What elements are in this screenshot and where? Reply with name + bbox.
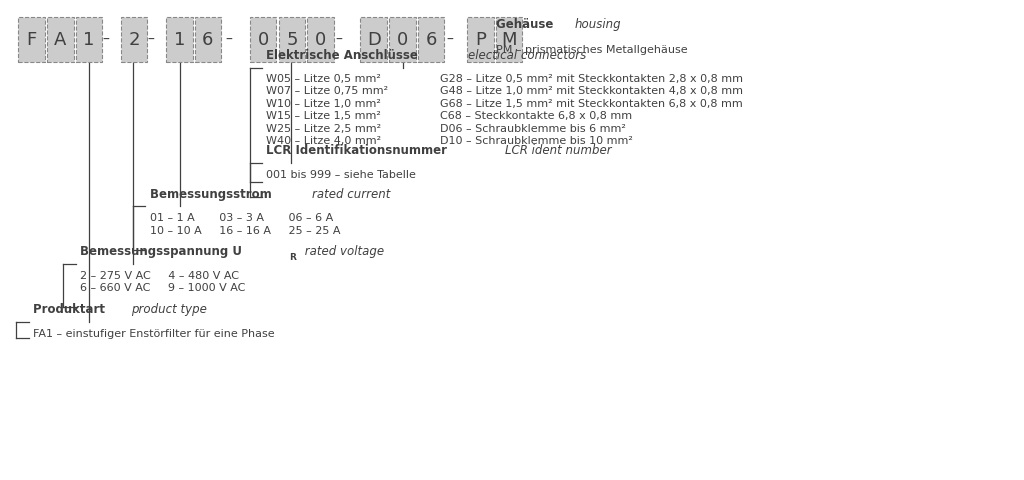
Text: 0: 0 bbox=[258, 31, 268, 48]
FancyBboxPatch shape bbox=[307, 17, 334, 62]
FancyBboxPatch shape bbox=[18, 17, 45, 62]
Text: rated current: rated current bbox=[312, 188, 390, 201]
Text: M: M bbox=[501, 31, 517, 48]
Text: W07 – Litze 0,75 mm²: W07 – Litze 0,75 mm² bbox=[266, 86, 388, 96]
Text: W05 – Litze 0,5 mm²: W05 – Litze 0,5 mm² bbox=[266, 74, 381, 84]
Text: 0: 0 bbox=[397, 31, 408, 48]
FancyBboxPatch shape bbox=[467, 17, 494, 62]
Text: 01 – 1 A       03 – 3 A       06 – 6 A: 01 – 1 A 03 – 3 A 06 – 6 A bbox=[150, 214, 333, 223]
Text: 2 – 275 V AC     4 – 480 V AC: 2 – 275 V AC 4 – 480 V AC bbox=[80, 271, 239, 281]
Text: rated voltage: rated voltage bbox=[301, 245, 384, 258]
Text: –: – bbox=[102, 33, 109, 47]
Text: 6: 6 bbox=[425, 31, 437, 48]
FancyBboxPatch shape bbox=[418, 17, 444, 62]
Text: 1: 1 bbox=[83, 31, 95, 48]
Text: Bemessungsspannung U: Bemessungsspannung U bbox=[80, 245, 242, 258]
Text: –: – bbox=[225, 33, 231, 47]
FancyBboxPatch shape bbox=[166, 17, 193, 62]
Text: LCR ident number: LCR ident number bbox=[505, 144, 611, 157]
FancyBboxPatch shape bbox=[360, 17, 387, 62]
Text: PM – prismatisches Metallgehäuse: PM – prismatisches Metallgehäuse bbox=[496, 46, 687, 55]
FancyBboxPatch shape bbox=[389, 17, 416, 62]
FancyBboxPatch shape bbox=[496, 17, 522, 62]
Text: P: P bbox=[475, 31, 485, 48]
Text: Elektrische Anschlüsse: Elektrische Anschlüsse bbox=[266, 49, 422, 62]
FancyBboxPatch shape bbox=[47, 17, 74, 62]
Text: 6: 6 bbox=[202, 31, 214, 48]
Text: D: D bbox=[367, 31, 381, 48]
Text: 2: 2 bbox=[128, 31, 140, 48]
Text: R: R bbox=[289, 253, 296, 262]
Text: 1: 1 bbox=[173, 31, 185, 48]
Text: –: – bbox=[446, 33, 453, 47]
FancyBboxPatch shape bbox=[121, 17, 147, 62]
Text: Bemessungsstrom: Bemessungsstrom bbox=[150, 188, 275, 201]
Text: W25 – Litze 2,5 mm²: W25 – Litze 2,5 mm² bbox=[266, 124, 381, 133]
Text: electical connectors: electical connectors bbox=[468, 49, 586, 62]
Text: 10 – 10 A     16 – 16 A     25 – 25 A: 10 – 10 A 16 – 16 A 25 – 25 A bbox=[150, 226, 340, 236]
Text: W10 – Litze 1,0 mm²: W10 – Litze 1,0 mm² bbox=[266, 99, 381, 108]
Text: D10 – Schraubklemme bis 10 mm²: D10 – Schraubklemme bis 10 mm² bbox=[440, 136, 633, 146]
Text: 5: 5 bbox=[286, 31, 298, 48]
FancyBboxPatch shape bbox=[76, 17, 102, 62]
FancyBboxPatch shape bbox=[279, 17, 305, 62]
Text: G48 – Litze 1,0 mm² mit Steckkontakten 4,8 x 0,8 mm: G48 – Litze 1,0 mm² mit Steckkontakten 4… bbox=[440, 86, 743, 96]
Text: Gehäuse: Gehäuse bbox=[496, 18, 557, 31]
Text: Produktart: Produktart bbox=[33, 303, 109, 316]
Text: W15 – Litze 1,5 mm²: W15 – Litze 1,5 mm² bbox=[266, 111, 381, 121]
FancyBboxPatch shape bbox=[250, 17, 276, 62]
Text: 001 bis 999 – siehe Tabelle: 001 bis 999 – siehe Tabelle bbox=[266, 170, 416, 180]
Text: F: F bbox=[27, 31, 37, 48]
Text: 6 – 660 V AC     9 – 1000 V AC: 6 – 660 V AC 9 – 1000 V AC bbox=[80, 284, 245, 293]
Text: housing: housing bbox=[574, 18, 622, 31]
Text: G28 – Litze 0,5 mm² mit Steckkontakten 2,8 x 0,8 mm: G28 – Litze 0,5 mm² mit Steckkontakten 2… bbox=[440, 74, 743, 84]
Text: C68 – Steckkontakte 6,8 x 0,8 mm: C68 – Steckkontakte 6,8 x 0,8 mm bbox=[440, 111, 633, 121]
FancyBboxPatch shape bbox=[195, 17, 221, 62]
Text: G68 – Litze 1,5 mm² mit Steckkontakten 6,8 x 0,8 mm: G68 – Litze 1,5 mm² mit Steckkontakten 6… bbox=[440, 99, 743, 108]
Text: product type: product type bbox=[131, 303, 207, 316]
Text: W40 – Litze 4,0 mm²: W40 – Litze 4,0 mm² bbox=[266, 136, 381, 146]
Text: FA1 – einstufiger Enstörfilter für eine Phase: FA1 – einstufiger Enstörfilter für eine … bbox=[33, 329, 274, 338]
Text: –: – bbox=[336, 33, 342, 47]
Text: A: A bbox=[54, 31, 67, 48]
Text: –: – bbox=[147, 33, 154, 47]
Text: LCR Identifikationsnummer: LCR Identifikationsnummer bbox=[266, 144, 452, 157]
Text: D06 – Schraubklemme bis 6 mm²: D06 – Schraubklemme bis 6 mm² bbox=[440, 124, 627, 133]
Text: 0: 0 bbox=[315, 31, 326, 48]
